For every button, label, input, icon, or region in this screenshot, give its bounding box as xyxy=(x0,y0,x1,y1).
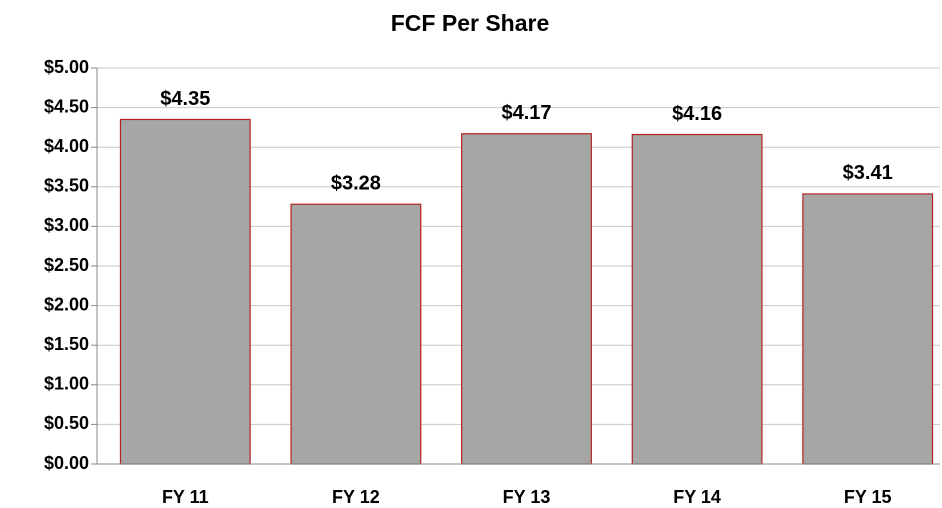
y-tick-label: $0.00 xyxy=(44,453,89,473)
chart-title: FCF Per Share xyxy=(391,10,550,36)
x-tick-label: FY 11 xyxy=(162,487,209,507)
bar xyxy=(631,133,763,465)
bar xyxy=(119,118,251,465)
y-tick-label: $0.50 xyxy=(44,413,89,433)
data-label: $4.17 xyxy=(501,102,551,124)
x-tick-label: FY 14 xyxy=(673,487,721,507)
data-label: $3.41 xyxy=(843,162,893,184)
x-tick-label: FY 12 xyxy=(332,487,380,507)
y-tick-label: $2.50 xyxy=(44,255,89,275)
data-label: $3.28 xyxy=(331,173,381,195)
y-tick-label: $3.00 xyxy=(44,215,89,235)
y-tick-label: $4.50 xyxy=(44,96,89,116)
x-tick-label: FY 13 xyxy=(503,487,551,507)
data-label: $4.35 xyxy=(160,88,210,110)
bar xyxy=(802,193,934,465)
y-tick-label: $3.50 xyxy=(44,176,89,196)
bar xyxy=(461,133,592,465)
y-tick-label: $2.00 xyxy=(44,294,89,314)
data-label: $4.16 xyxy=(672,103,722,125)
y-tick-label: $4.00 xyxy=(44,136,89,156)
y-tick-label: $5.00 xyxy=(44,57,89,77)
y-tick-label: $1.50 xyxy=(44,334,89,354)
bar xyxy=(290,203,422,465)
y-tick-label: $1.00 xyxy=(44,374,89,394)
x-tick-label: FY 15 xyxy=(844,487,892,507)
